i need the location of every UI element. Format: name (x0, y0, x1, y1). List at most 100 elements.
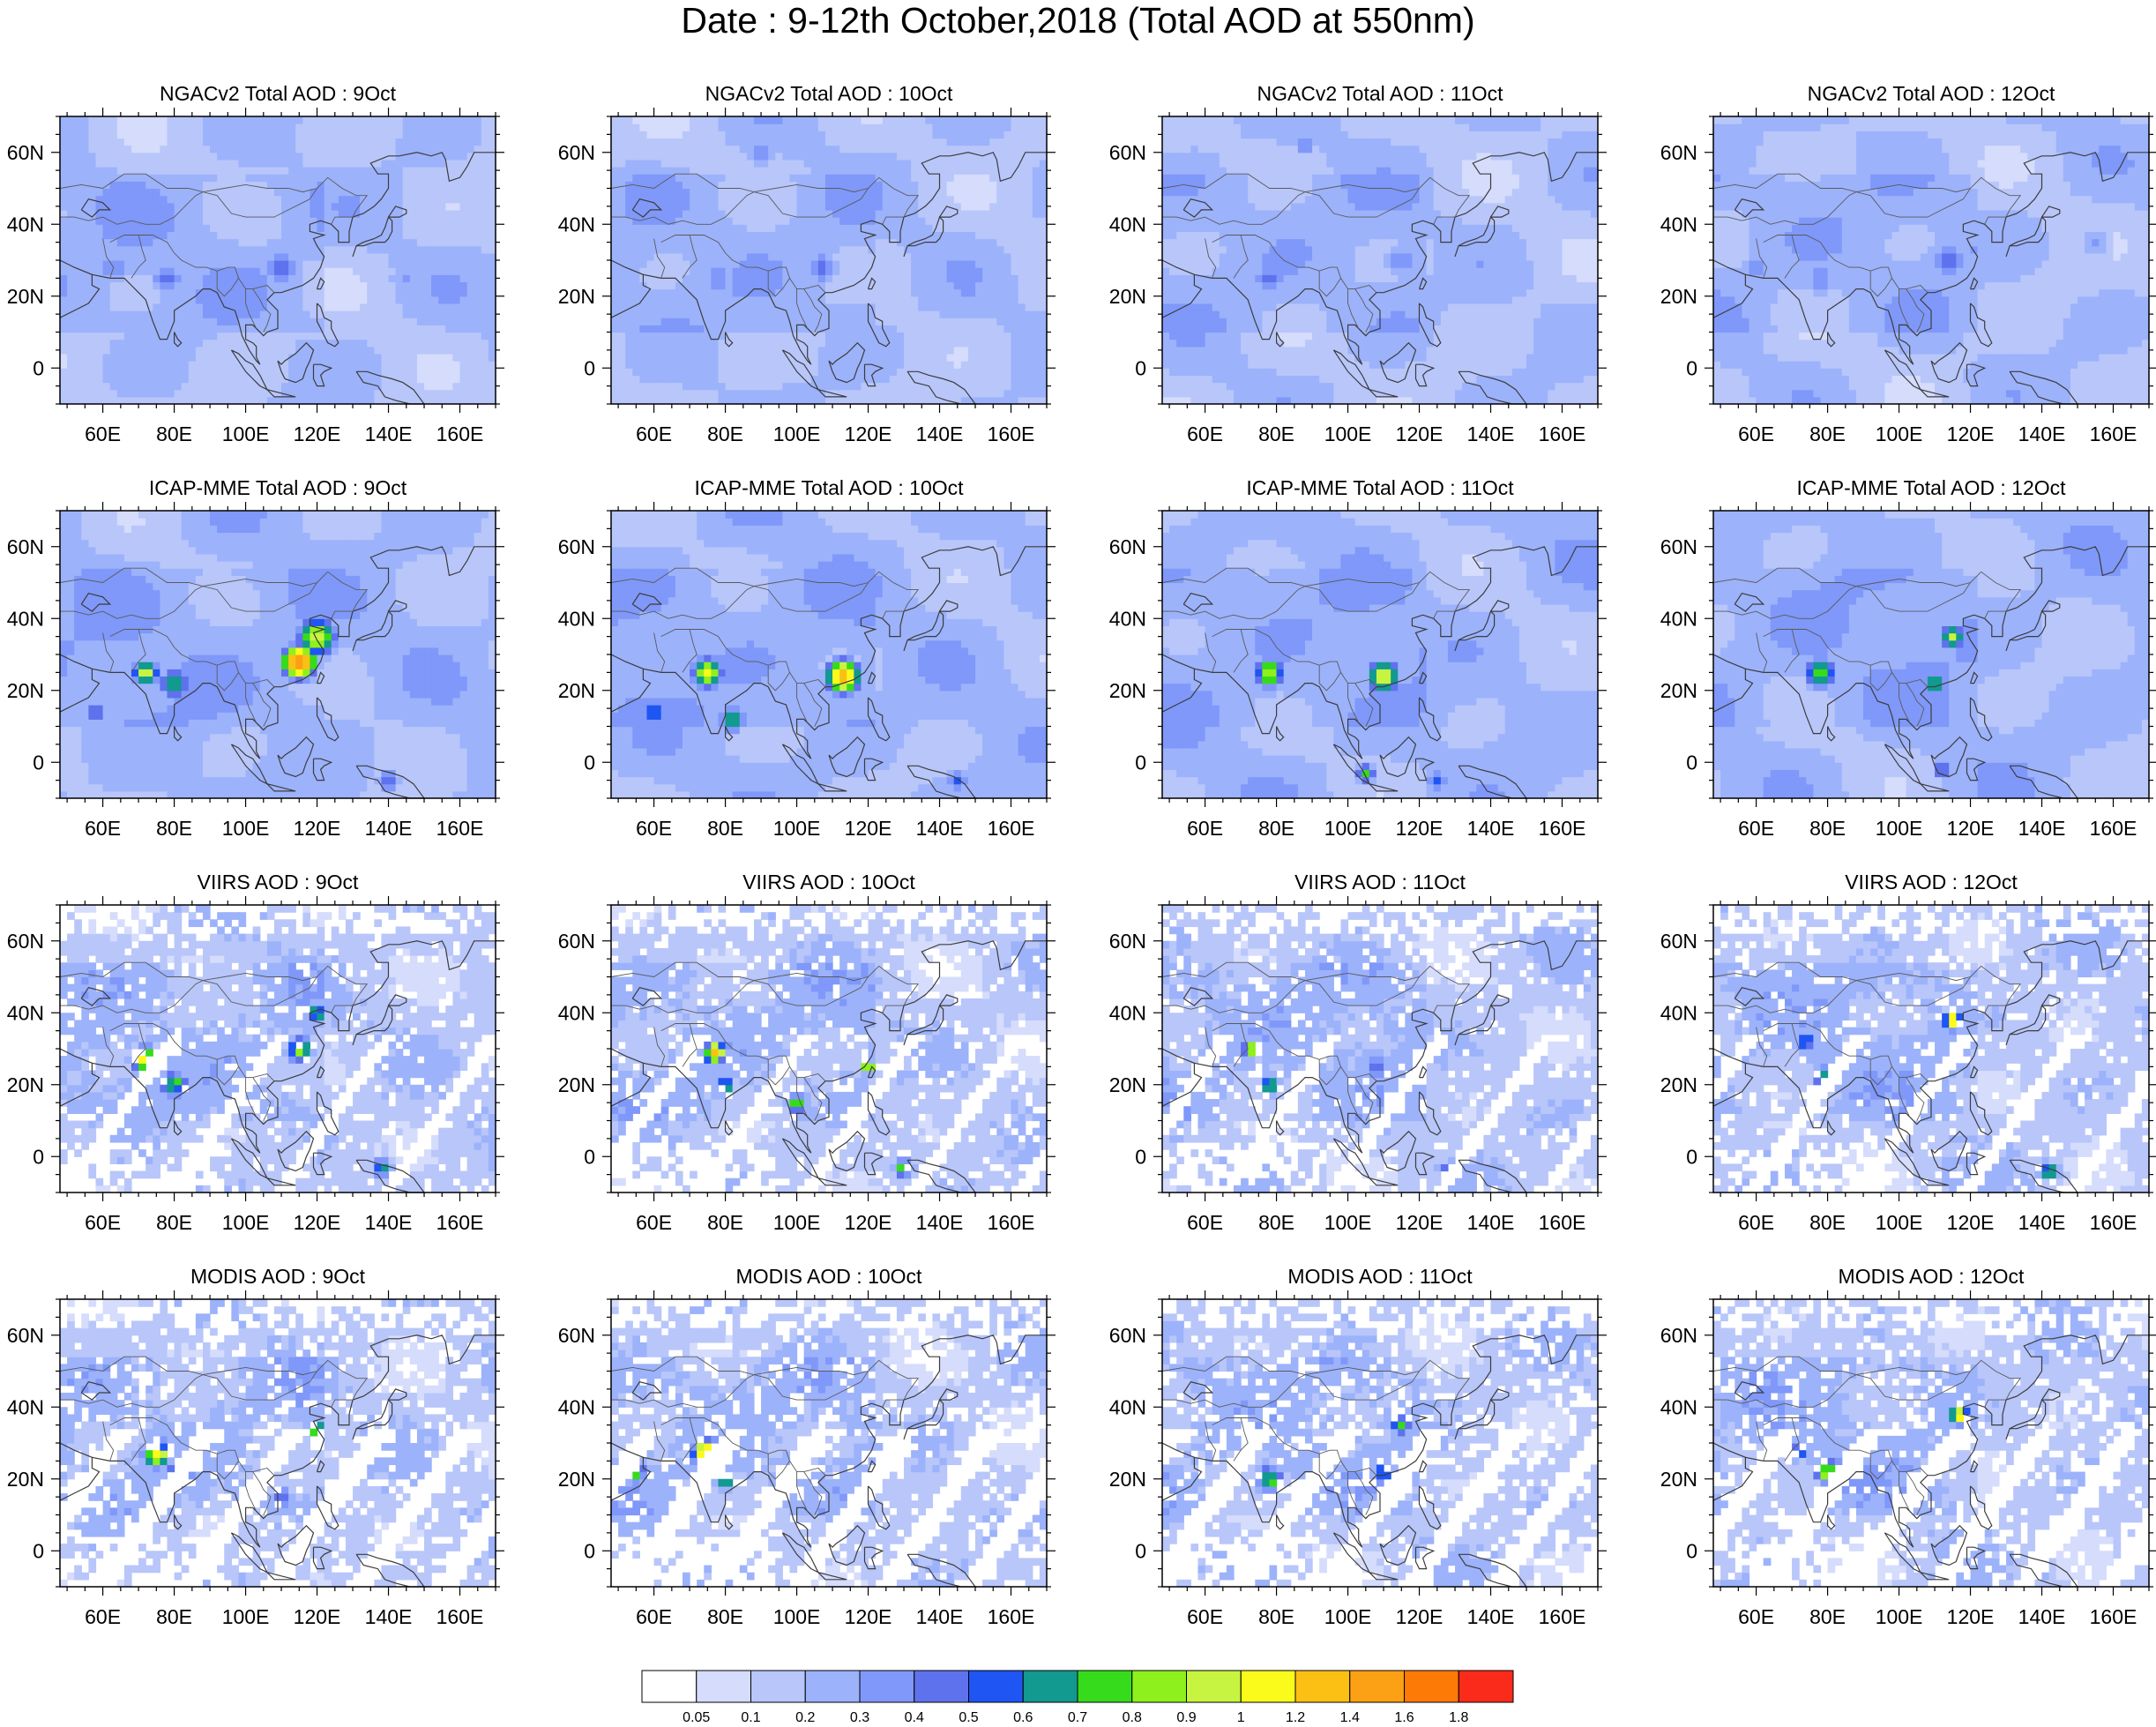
aod-cell (231, 361, 239, 369)
aod-cell (138, 333, 146, 340)
aod-cell (153, 281, 160, 289)
aod-cell (175, 153, 183, 161)
aod-cell (88, 160, 96, 168)
aod-cell (145, 347, 153, 355)
aod-cell (196, 203, 204, 211)
aod-cell (167, 267, 175, 275)
aod-cell (95, 303, 103, 311)
aod-cell (217, 246, 225, 254)
aod-cell (310, 281, 317, 289)
aod-cell (231, 253, 239, 261)
aod-cell (203, 296, 211, 304)
aod-cell (167, 231, 175, 239)
aod-cell (288, 174, 296, 182)
aod-cell (281, 203, 289, 211)
aod-cell (325, 167, 332, 175)
aod-cell (81, 239, 89, 247)
aod-cell (253, 131, 261, 138)
aod-cell (238, 303, 246, 311)
aod-cell (246, 153, 254, 161)
aod-cell (253, 153, 261, 161)
aod-cell (117, 318, 125, 325)
aod-cell (110, 239, 118, 247)
aod-cell (124, 281, 132, 289)
aod-cell (160, 310, 168, 318)
aod-cell (67, 153, 75, 161)
aod-cell (167, 340, 175, 348)
aod-cell (317, 347, 325, 355)
aod-cell (217, 260, 225, 268)
aod-cell (302, 239, 310, 247)
aod-cell (110, 368, 118, 376)
aod-cell (95, 160, 103, 168)
aod-cell (281, 160, 289, 168)
aod-cell (67, 375, 75, 383)
aod-cell (260, 267, 268, 275)
aod-cell (124, 253, 132, 261)
aod-cell (246, 267, 254, 275)
aod-cell (182, 260, 190, 268)
aod-cell (346, 181, 354, 189)
aod-cell (110, 383, 118, 391)
aod-cell (210, 146, 218, 153)
aod-cell (95, 146, 103, 153)
aod-cell (124, 123, 132, 131)
aod-cell (124, 267, 132, 275)
aod-cell (281, 138, 289, 146)
aod-cell (274, 196, 282, 204)
aod-cell (138, 354, 146, 362)
aod-cell (153, 267, 160, 275)
aod-cell (160, 296, 168, 304)
aod-cell (145, 167, 153, 175)
aod-cell (210, 318, 218, 325)
aod-cell (196, 260, 204, 268)
aod-cell (160, 239, 168, 247)
aod-cell (332, 131, 339, 138)
aod-cell (103, 138, 111, 146)
aod-cell (189, 217, 197, 225)
aod-cell (325, 260, 332, 268)
aod-cell (88, 310, 96, 318)
aod-cell (260, 160, 268, 168)
aod-cell (138, 160, 146, 168)
aod-cell (145, 181, 153, 189)
aod-cell (124, 318, 132, 325)
aod-cell (110, 325, 118, 333)
aod-cell (231, 340, 239, 348)
aod-cell (167, 347, 175, 355)
aod-cell (267, 181, 275, 189)
aod-cell (74, 260, 82, 268)
aod-cell (103, 340, 111, 348)
aod-cell (246, 368, 254, 376)
aod-cell (302, 318, 310, 325)
aod-cell (217, 138, 225, 146)
aod-cell (103, 375, 111, 383)
aod-cell (339, 217, 347, 225)
aod-cell (217, 274, 225, 282)
aod-cell (203, 333, 211, 340)
aod-cell (167, 368, 175, 376)
aod-cell (117, 203, 125, 211)
aod-cell (325, 246, 332, 254)
aod-cell (160, 303, 168, 311)
aod-cell (281, 274, 289, 282)
aod-cell (182, 325, 190, 333)
aod-cell (210, 325, 218, 333)
aod-cell (339, 116, 347, 124)
aod-cell (110, 390, 118, 398)
aod-cell (95, 167, 103, 175)
aod-cell (267, 131, 275, 138)
aod-cell (288, 253, 296, 261)
aod-cell (160, 383, 168, 391)
aod-cell (224, 318, 232, 325)
aod-cell (103, 160, 111, 168)
aod-cell (217, 325, 225, 333)
aod-cell (189, 231, 197, 239)
aod-cell (217, 375, 225, 383)
aod-cell (281, 347, 289, 355)
aod-cell (231, 181, 239, 189)
aod-cell (231, 390, 239, 398)
aod-cell (138, 174, 146, 182)
aod-cell (131, 303, 139, 311)
aod-cell (182, 196, 190, 204)
